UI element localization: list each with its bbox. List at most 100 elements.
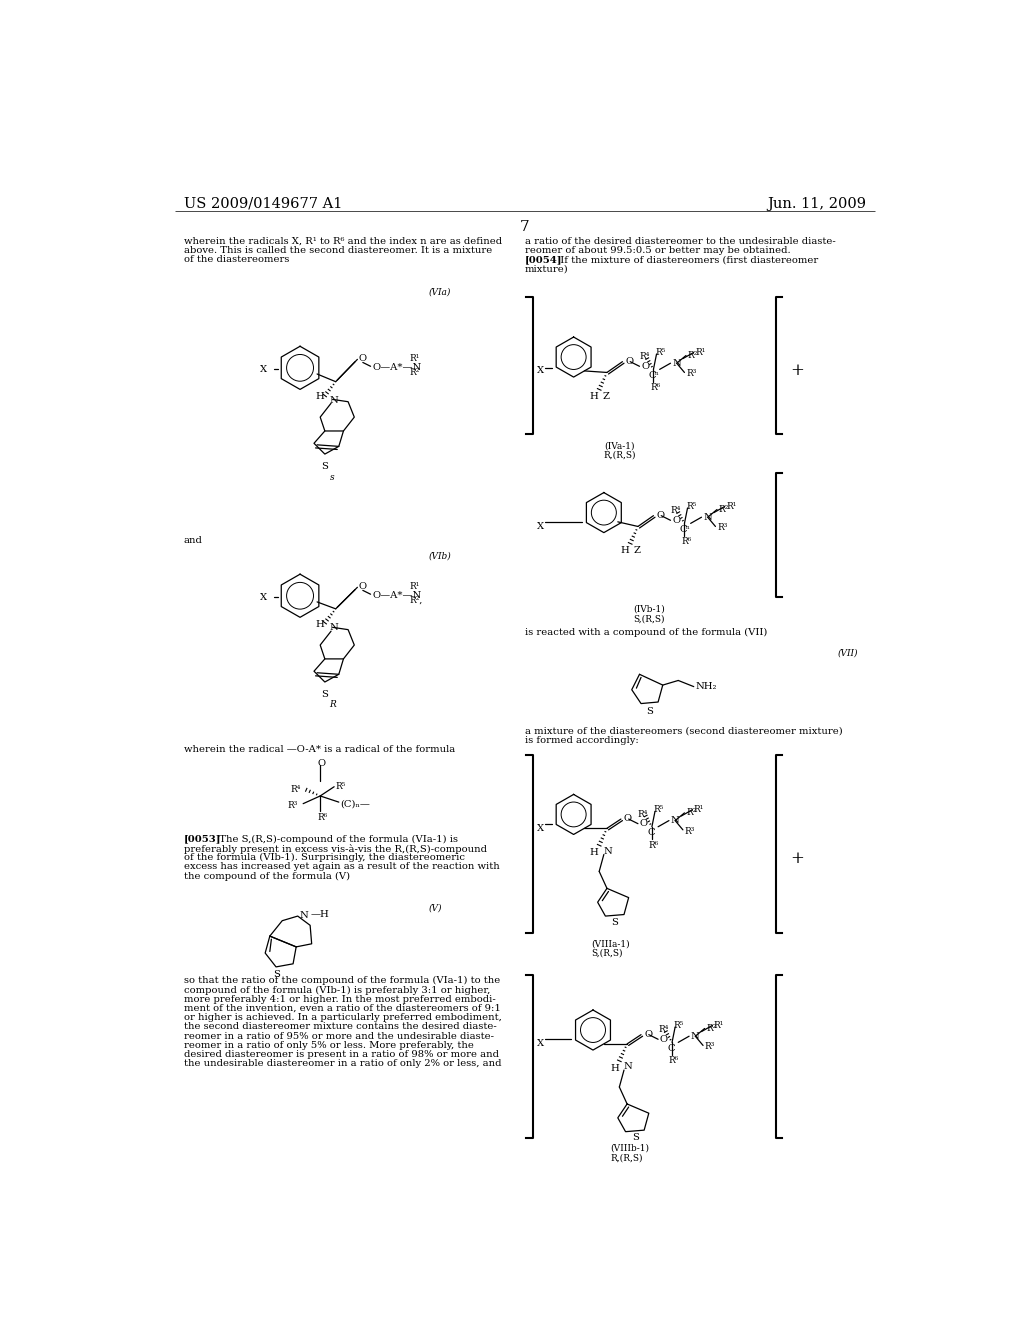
Text: a ratio of the desired diastereomer to the undesirable diaste-: a ratio of the desired diastereomer to t… <box>524 238 836 246</box>
Text: X: X <box>260 364 267 374</box>
Text: O: O <box>672 516 680 524</box>
Text: is reacted with a compound of the formula (VII): is reacted with a compound of the formul… <box>524 628 767 638</box>
Text: the undesirable diastereomer in a ratio of only 2% or less, and: the undesirable diastereomer in a ratio … <box>183 1059 502 1068</box>
Text: R⁶: R⁶ <box>317 813 328 822</box>
Text: N: N <box>690 1032 699 1040</box>
Text: O: O <box>641 362 649 371</box>
Text: R²: R² <box>686 808 696 817</box>
Text: O: O <box>358 354 367 363</box>
Text: N: N <box>330 623 338 632</box>
Text: excess has increased yet again as a result of the reaction with: excess has increased yet again as a resu… <box>183 862 500 871</box>
Text: R⁵: R⁵ <box>686 502 696 511</box>
Text: H: H <box>610 1064 618 1073</box>
Text: reomer in a ratio of only 5% or less. More preferably, the: reomer in a ratio of only 5% or less. Mo… <box>183 1040 474 1049</box>
Text: O—A*—N: O—A*—N <box>372 363 421 372</box>
Text: 7: 7 <box>520 220 529 234</box>
Text: R²: R² <box>687 351 698 360</box>
Text: R⁵: R⁵ <box>336 781 346 791</box>
Text: X: X <box>538 1039 545 1048</box>
Text: +: + <box>790 363 804 379</box>
Text: —H: —H <box>310 909 329 919</box>
Text: R⁵: R⁵ <box>653 805 664 814</box>
Text: reomer in a ratio of 95% or more and the undesirable diaste-: reomer in a ratio of 95% or more and the… <box>183 1032 494 1040</box>
Text: R²: R² <box>719 506 729 513</box>
Text: of the diastereomers: of the diastereomers <box>183 256 289 264</box>
Text: S: S <box>646 706 652 715</box>
Text: C: C <box>649 371 656 380</box>
Text: R⁶: R⁶ <box>669 1056 679 1065</box>
Text: or higher is achieved. In a particularly preferred embodiment,: or higher is achieved. In a particularly… <box>183 1014 502 1022</box>
Text: R⁶: R⁶ <box>681 537 691 546</box>
Text: C: C <box>647 829 655 837</box>
Text: R⁴: R⁴ <box>291 785 301 795</box>
Text: N: N <box>703 512 712 521</box>
Text: above. This is called the second diastereomer. It is a mixture: above. This is called the second diaster… <box>183 246 493 255</box>
Text: S,(R,S): S,(R,S) <box>592 949 623 957</box>
Text: R²: R² <box>410 368 420 376</box>
Text: R¹: R¹ <box>714 1020 724 1030</box>
Text: (IVb-1): (IVb-1) <box>633 605 665 614</box>
Text: (VIb): (VIb) <box>429 552 452 560</box>
Text: N: N <box>330 396 338 404</box>
Text: R³: R³ <box>288 800 298 809</box>
Text: O: O <box>659 1035 668 1044</box>
Text: R⁶: R⁶ <box>650 383 660 392</box>
Text: ⁿ: ⁿ <box>686 525 690 533</box>
Text: desired diastereomer is present in a ratio of 98% or more and: desired diastereomer is present in a rat… <box>183 1051 499 1059</box>
Text: S: S <box>321 462 328 471</box>
Text: R³: R³ <box>705 1043 715 1051</box>
Text: the second diastereomer mixture contains the desired diaste-: the second diastereomer mixture contains… <box>183 1022 497 1031</box>
Text: R⁴: R⁴ <box>658 1026 669 1035</box>
Text: (IVa-1): (IVa-1) <box>604 442 634 450</box>
Text: +: + <box>790 850 804 867</box>
Text: R,(R,S): R,(R,S) <box>604 451 636 459</box>
Text: ⁿ: ⁿ <box>655 371 658 380</box>
Text: R³: R³ <box>717 524 727 532</box>
Text: (VIIIb-1): (VIIIb-1) <box>610 1144 649 1152</box>
Text: N: N <box>624 1063 632 1072</box>
Text: If the mixture of diastereomers (first diastereomer: If the mixture of diastereomers (first d… <box>554 256 818 264</box>
Text: H: H <box>315 392 325 401</box>
Text: R²: R² <box>707 1024 717 1032</box>
Text: mixture): mixture) <box>524 264 568 273</box>
Text: (V): (V) <box>429 904 442 912</box>
Text: O: O <box>317 759 326 768</box>
Text: O: O <box>358 582 367 591</box>
Text: (C)ₙ—: (C)ₙ— <box>340 799 371 808</box>
Text: more preferably 4:1 or higher. In the most preferred embodi-: more preferably 4:1 or higher. In the mo… <box>183 995 496 1003</box>
Text: R⁴: R⁴ <box>671 507 681 515</box>
Text: R³: R³ <box>684 826 695 836</box>
Text: O: O <box>640 818 647 828</box>
Text: H: H <box>590 849 599 857</box>
Text: R¹: R¹ <box>726 502 736 511</box>
Text: so that the ratio of the compound of the formula (VIa-1) to the: so that the ratio of the compound of the… <box>183 977 500 985</box>
Text: R⁴: R⁴ <box>640 352 650 362</box>
Text: S: S <box>321 689 328 698</box>
Text: O: O <box>656 511 665 520</box>
Text: N: N <box>299 911 308 920</box>
Text: s: s <box>330 473 334 482</box>
Text: C: C <box>680 525 687 533</box>
Text: R¹: R¹ <box>693 805 705 814</box>
Text: C: C <box>668 1044 675 1053</box>
Text: R¹: R¹ <box>695 348 706 356</box>
Text: H: H <box>315 619 325 628</box>
Text: is formed accordingly:: is formed accordingly: <box>524 737 639 744</box>
Text: (VII): (VII) <box>838 648 858 657</box>
Text: R³: R³ <box>686 370 696 379</box>
Text: (VIa): (VIa) <box>429 288 452 297</box>
Text: reomer of about 99.5:0.5 or better may be obtained.: reomer of about 99.5:0.5 or better may b… <box>524 246 791 255</box>
Text: of the formula (VIb-1). Surprisingly, the diastereomeric: of the formula (VIb-1). Surprisingly, th… <box>183 853 465 862</box>
Text: preferably present in excess vis-à-vis the R,(R,S)-compound: preferably present in excess vis-à-vis t… <box>183 843 486 854</box>
Text: NH₂: NH₂ <box>695 682 717 690</box>
Text: Z: Z <box>602 392 609 401</box>
Text: S: S <box>611 917 618 927</box>
Text: US 2009/0149677 A1: US 2009/0149677 A1 <box>183 197 342 211</box>
Text: R¹: R¹ <box>410 354 420 363</box>
Text: [0053]: [0053] <box>183 834 221 843</box>
Text: the compound of the formula (V): the compound of the formula (V) <box>183 871 350 880</box>
Text: wherein the radical —O-A* is a radical of the formula: wherein the radical —O-A* is a radical o… <box>183 744 455 754</box>
Text: O: O <box>644 1030 652 1039</box>
Text: wherein the radicals X, R¹ to R⁶ and the index n are as defined: wherein the radicals X, R¹ to R⁶ and the… <box>183 238 502 246</box>
Text: X: X <box>538 367 545 375</box>
